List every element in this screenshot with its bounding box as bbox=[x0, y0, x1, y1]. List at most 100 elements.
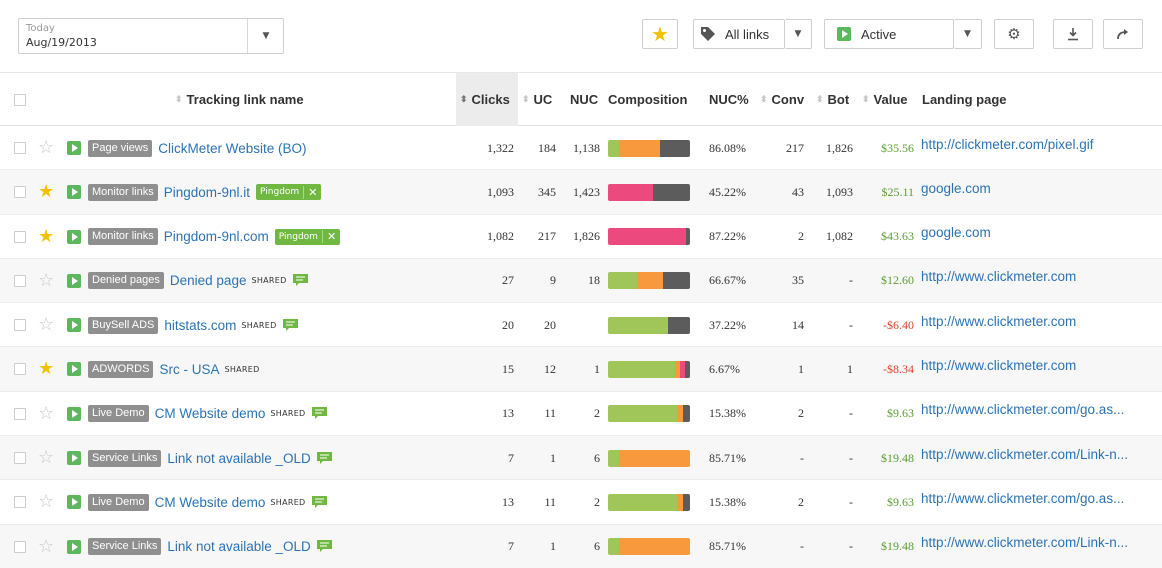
group-tag[interactable]: ADWORDS bbox=[88, 360, 154, 378]
tag-pill[interactable]: Pingdom ✕ bbox=[256, 184, 322, 201]
comment-icon[interactable] bbox=[292, 274, 308, 287]
row-checkbox[interactable] bbox=[14, 142, 26, 154]
group-tag[interactable]: Denied pages bbox=[88, 272, 164, 290]
column-value[interactable]: ⬍ Value bbox=[862, 73, 908, 126]
link-name[interactable]: CM Website demo bbox=[154, 406, 266, 422]
table-row[interactable]: ★ Monitor links Pingdom-9nl.it Pingdom ✕ 1,09… bbox=[0, 170, 1162, 215]
status-cell[interactable] bbox=[67, 436, 81, 480]
table-row[interactable]: ☆ Denied pages Denied page SHARED 27 9 18 66.67… bbox=[0, 258, 1162, 304]
group-tag[interactable]: Live Demo bbox=[88, 493, 149, 511]
settings-button[interactable]: ⚙ bbox=[994, 19, 1034, 49]
column-nuc[interactable]: NUC bbox=[570, 73, 598, 126]
tag-pill[interactable]: Pingdom ✕ bbox=[274, 228, 341, 245]
share-button[interactable] bbox=[1103, 19, 1143, 49]
favorite-toggle[interactable]: ★ bbox=[38, 347, 54, 391]
row-checkbox-cell[interactable] bbox=[14, 170, 26, 214]
landing-page-link[interactable]: google.com bbox=[921, 225, 991, 241]
favorites-filter-button[interactable]: ★ bbox=[642, 19, 678, 49]
column-tracking-link-name[interactable]: ⬍ Tracking link name bbox=[175, 73, 304, 126]
download-button[interactable] bbox=[1053, 19, 1093, 49]
row-checkbox-cell[interactable] bbox=[14, 215, 26, 259]
row-checkbox[interactable] bbox=[14, 274, 26, 287]
status-cell[interactable] bbox=[67, 392, 81, 436]
status-filter-button[interactable]: Active bbox=[824, 19, 954, 49]
row-checkbox-cell[interactable] bbox=[14, 126, 26, 170]
row-checkbox-cell[interactable] bbox=[14, 480, 26, 524]
table-row[interactable]: ★ ADWORDS Src - USA SHARED 15 12 1 6.67% 1 1 -$8.3… bbox=[0, 347, 1162, 392]
play-icon[interactable] bbox=[67, 451, 81, 466]
link-name[interactable]: ClickMeter Website (BO) bbox=[158, 140, 307, 156]
play-icon[interactable] bbox=[67, 185, 81, 200]
row-checkbox[interactable] bbox=[14, 496, 26, 509]
table-row[interactable]: ☆ BuySell ADS hitstats.com SHARED 20 20 37.22%… bbox=[0, 303, 1162, 348]
links-filter-button[interactable]: All links bbox=[693, 19, 785, 49]
star-icon[interactable]: ☆ bbox=[38, 402, 55, 424]
column-bot[interactable]: ⬍ Bot bbox=[816, 73, 849, 126]
play-icon[interactable] bbox=[67, 406, 81, 421]
star-icon[interactable]: ☆ bbox=[38, 314, 55, 336]
row-checkbox-cell[interactable] bbox=[14, 303, 26, 347]
favorite-toggle[interactable]: ☆ bbox=[38, 126, 54, 170]
group-tag[interactable]: Monitor links bbox=[88, 183, 158, 201]
link-name[interactable]: hitstats.com bbox=[164, 317, 237, 333]
landing-page-link[interactable]: http://www.clickmeter.com bbox=[921, 313, 1077, 329]
chevron-down-icon[interactable]: ▼ bbox=[262, 31, 270, 41]
links-filter-dropdown[interactable]: ▼ bbox=[785, 19, 812, 49]
row-checkbox[interactable] bbox=[14, 452, 26, 465]
status-cell[interactable] bbox=[67, 259, 81, 303]
star-icon[interactable]: ★ bbox=[38, 181, 55, 203]
play-icon[interactable] bbox=[67, 495, 81, 510]
star-icon[interactable]: ☆ bbox=[38, 137, 55, 158]
status-cell[interactable] bbox=[67, 525, 81, 568]
comment-icon[interactable] bbox=[311, 407, 327, 420]
star-icon[interactable]: ☆ bbox=[38, 535, 55, 557]
link-name[interactable]: Src - USA bbox=[159, 361, 220, 377]
link-name[interactable]: Denied page bbox=[169, 273, 247, 289]
group-tag[interactable]: Service Links bbox=[88, 538, 162, 556]
landing-page-link[interactable]: http://www.clickmeter.com/Link-n... bbox=[921, 535, 1129, 551]
group-tag[interactable]: Service Links bbox=[88, 449, 162, 467]
comment-icon[interactable] bbox=[311, 495, 327, 509]
favorite-toggle[interactable]: ★ bbox=[38, 215, 54, 259]
status-cell[interactable] bbox=[67, 126, 81, 170]
status-cell[interactable] bbox=[67, 215, 81, 259]
favorite-toggle[interactable]: ☆ bbox=[38, 525, 54, 568]
row-checkbox[interactable] bbox=[14, 230, 26, 243]
row-checkbox-cell[interactable] bbox=[14, 259, 26, 303]
status-cell[interactable] bbox=[67, 347, 81, 391]
row-checkbox[interactable] bbox=[14, 363, 26, 376]
play-icon[interactable] bbox=[67, 141, 81, 155]
row-checkbox[interactable] bbox=[14, 540, 26, 553]
star-icon[interactable]: ☆ bbox=[38, 269, 55, 291]
row-checkbox[interactable] bbox=[14, 319, 26, 332]
landing-page-link[interactable]: http://www.clickmeter.com bbox=[921, 269, 1077, 285]
link-name[interactable]: Link not available _OLD bbox=[167, 539, 311, 555]
group-tag[interactable]: Page views bbox=[88, 139, 153, 157]
favorite-toggle[interactable]: ☆ bbox=[38, 303, 54, 347]
favorite-toggle[interactable]: ☆ bbox=[38, 480, 54, 524]
landing-page-link[interactable]: http://www.clickmeter.com/go.as... bbox=[921, 490, 1125, 506]
close-icon[interactable]: ✕ bbox=[321, 230, 340, 244]
status-cell[interactable] bbox=[67, 170, 81, 214]
star-icon[interactable]: ☆ bbox=[38, 447, 55, 469]
table-row[interactable]: ☆ Service Links Link not available _OLD 7 1 6… bbox=[0, 436, 1162, 481]
column-uc[interactable]: ⬍ UC bbox=[522, 73, 552, 126]
group-tag[interactable]: BuySell ADS bbox=[88, 316, 159, 334]
link-name[interactable]: Link not available _OLD bbox=[167, 450, 311, 466]
table-row[interactable]: ☆ Live Demo CM Website demo SHARED 13 11 2 15.3… bbox=[0, 392, 1162, 437]
link-name[interactable]: Pingdom-9nl.com bbox=[163, 229, 269, 245]
comment-icon[interactable] bbox=[316, 451, 332, 465]
table-row[interactable]: ☆ Page views ClickMeter Website (BO) 1,322 1… bbox=[0, 126, 1162, 171]
select-all-checkbox-cell[interactable] bbox=[14, 73, 26, 126]
column-conv[interactable]: ⬍ Conv bbox=[760, 73, 804, 126]
star-icon[interactable]: ★ bbox=[38, 225, 55, 247]
status-filter-dropdown[interactable]: ▼ bbox=[954, 19, 982, 49]
landing-page-link[interactable]: http://www.clickmeter.com/go.as... bbox=[921, 402, 1125, 418]
status-cell[interactable] bbox=[67, 303, 81, 347]
row-checkbox-cell[interactable] bbox=[14, 347, 26, 391]
group-tag[interactable]: Live Demo bbox=[88, 405, 149, 423]
row-checkbox[interactable] bbox=[14, 407, 26, 420]
date-picker[interactable]: Today Aug/19/2013 ▼ bbox=[18, 18, 284, 54]
star-icon[interactable]: ☆ bbox=[38, 491, 55, 513]
group-tag[interactable]: Monitor links bbox=[88, 228, 158, 246]
